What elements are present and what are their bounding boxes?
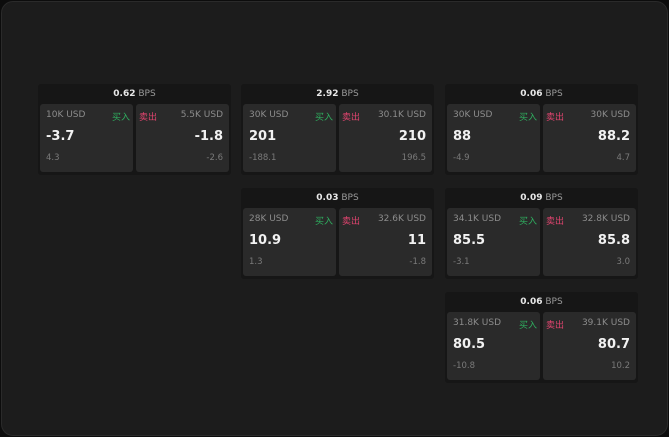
ask-change: 196.5 xyxy=(401,153,426,163)
sell-label: 卖出 xyxy=(546,217,565,227)
spread-header: 0.62 BPS xyxy=(38,84,231,104)
ask-change: -1.8 xyxy=(409,257,426,267)
sell-button[interactable]: 卖出 30K USD 88.2 4.7 xyxy=(543,104,636,172)
bid-size: 34.1K USD xyxy=(453,214,502,224)
ask-change: 4.7 xyxy=(616,153,630,163)
spread-value: 0.09 xyxy=(520,193,543,203)
bid-size: 30K USD xyxy=(249,110,289,120)
bid-price: -3.7 xyxy=(46,129,75,144)
buy-button[interactable]: 31.8K USD 买入 80.5 -10.8 xyxy=(447,312,540,380)
ask-size: 32.8K USD xyxy=(581,214,630,224)
ask-change: -2.6 xyxy=(206,153,223,163)
spread-value: 0.06 xyxy=(520,297,543,307)
ask-price: 11 xyxy=(407,233,426,248)
buy-button[interactable]: 10K USD 买入 -3.7 4.3 xyxy=(40,104,133,172)
spread-unit: BPS xyxy=(138,89,156,99)
ask-price: 210 xyxy=(398,129,426,144)
bid-change: 1.3 xyxy=(249,257,263,267)
ask-price: 88.2 xyxy=(597,129,630,144)
spread-unit: BPS xyxy=(341,193,359,203)
bid-size: 30K USD xyxy=(453,110,493,120)
buy-button[interactable]: 28K USD 买入 10.9 1.3 xyxy=(243,208,336,276)
spread-value: 2.92 xyxy=(316,89,339,99)
quote-card: 0.06 BPS 30K USD 买入 88 -4.9 卖出 30K USD 8… xyxy=(445,84,638,175)
sell-button[interactable]: 卖出 39.1K USD 80.7 10.2 xyxy=(543,312,636,380)
bid-price: 10.9 xyxy=(249,233,282,248)
bid-price: 201 xyxy=(249,129,277,144)
ask-size: 39.1K USD xyxy=(581,318,630,328)
bid-size: 28K USD xyxy=(249,214,289,224)
quote-card: 2.92 BPS 30K USD 买入 201 -188.1 卖出 30.1K … xyxy=(241,84,434,175)
quote-card: 0.09 BPS 34.1K USD 买入 85.5 -3.1 卖出 32.8K… xyxy=(445,188,638,279)
spread-unit: BPS xyxy=(545,193,563,203)
bid-price: 85.5 xyxy=(453,233,486,248)
ask-price: -1.8 xyxy=(194,129,223,144)
ask-change: 10.2 xyxy=(611,361,630,371)
buy-label: 买入 xyxy=(314,217,333,227)
spread-header: 0.03 BPS xyxy=(241,188,434,208)
quote-card: 0.62 BPS 10K USD 买入 -3.7 4.3 卖出 5.5K USD… xyxy=(38,84,231,175)
bid-price: 80.5 xyxy=(453,337,486,352)
sell-label: 卖出 xyxy=(546,113,565,123)
spread-value: 0.03 xyxy=(316,193,339,203)
buy-label: 买入 xyxy=(518,321,537,331)
spread-value: 0.62 xyxy=(113,89,136,99)
bid-change: -4.9 xyxy=(453,153,470,163)
ask-size: 5.5K USD xyxy=(180,110,223,120)
ask-change: 3.0 xyxy=(616,257,630,267)
ask-price: 85.8 xyxy=(597,233,630,248)
spread-unit: BPS xyxy=(545,89,563,99)
sell-button[interactable]: 卖出 32.8K USD 85.8 3.0 xyxy=(543,208,636,276)
sell-button[interactable]: 卖出 32.6K USD 11 -1.8 xyxy=(339,208,432,276)
bid-change: -10.8 xyxy=(453,361,475,371)
sell-label: 卖出 xyxy=(342,217,361,227)
ask-size: 32.6K USD xyxy=(377,214,426,224)
ask-price: 80.7 xyxy=(597,337,630,352)
buy-label: 买入 xyxy=(518,113,537,123)
spread-unit: BPS xyxy=(545,297,563,307)
sell-button[interactable]: 卖出 30.1K USD 210 196.5 xyxy=(339,104,432,172)
sell-label: 卖出 xyxy=(546,321,565,331)
buy-label: 买入 xyxy=(111,113,130,123)
bid-size: 10K USD xyxy=(46,110,86,120)
spread-header: 0.06 BPS xyxy=(445,292,638,312)
bid-change: -3.1 xyxy=(453,257,470,267)
buy-label: 买入 xyxy=(518,217,537,227)
buy-button[interactable]: 34.1K USD 买入 85.5 -3.1 xyxy=(447,208,540,276)
bid-change: 4.3 xyxy=(46,153,60,163)
spread-header: 0.06 BPS xyxy=(445,84,638,104)
quote-card: 0.06 BPS 31.8K USD 买入 80.5 -10.8 卖出 39.1… xyxy=(445,292,638,383)
sell-label: 卖出 xyxy=(139,113,158,123)
buy-button[interactable]: 30K USD 买入 201 -188.1 xyxy=(243,104,336,172)
spread-header: 2.92 BPS xyxy=(241,84,434,104)
bid-change: -188.1 xyxy=(249,153,277,163)
spread-value: 0.06 xyxy=(520,89,543,99)
quote-card: 0.03 BPS 28K USD 买入 10.9 1.3 卖出 32.6K US… xyxy=(241,188,434,279)
sell-label: 卖出 xyxy=(342,113,361,123)
bid-size: 31.8K USD xyxy=(453,318,502,328)
buy-button[interactable]: 30K USD 买入 88 -4.9 xyxy=(447,104,540,172)
ask-size: 30.1K USD xyxy=(377,110,426,120)
spread-header: 0.09 BPS xyxy=(445,188,638,208)
spread-unit: BPS xyxy=(341,89,359,99)
ask-size: 30K USD xyxy=(590,110,630,120)
sell-button[interactable]: 卖出 5.5K USD -1.8 -2.6 xyxy=(136,104,229,172)
buy-label: 买入 xyxy=(314,113,333,123)
bid-price: 88 xyxy=(453,129,472,144)
